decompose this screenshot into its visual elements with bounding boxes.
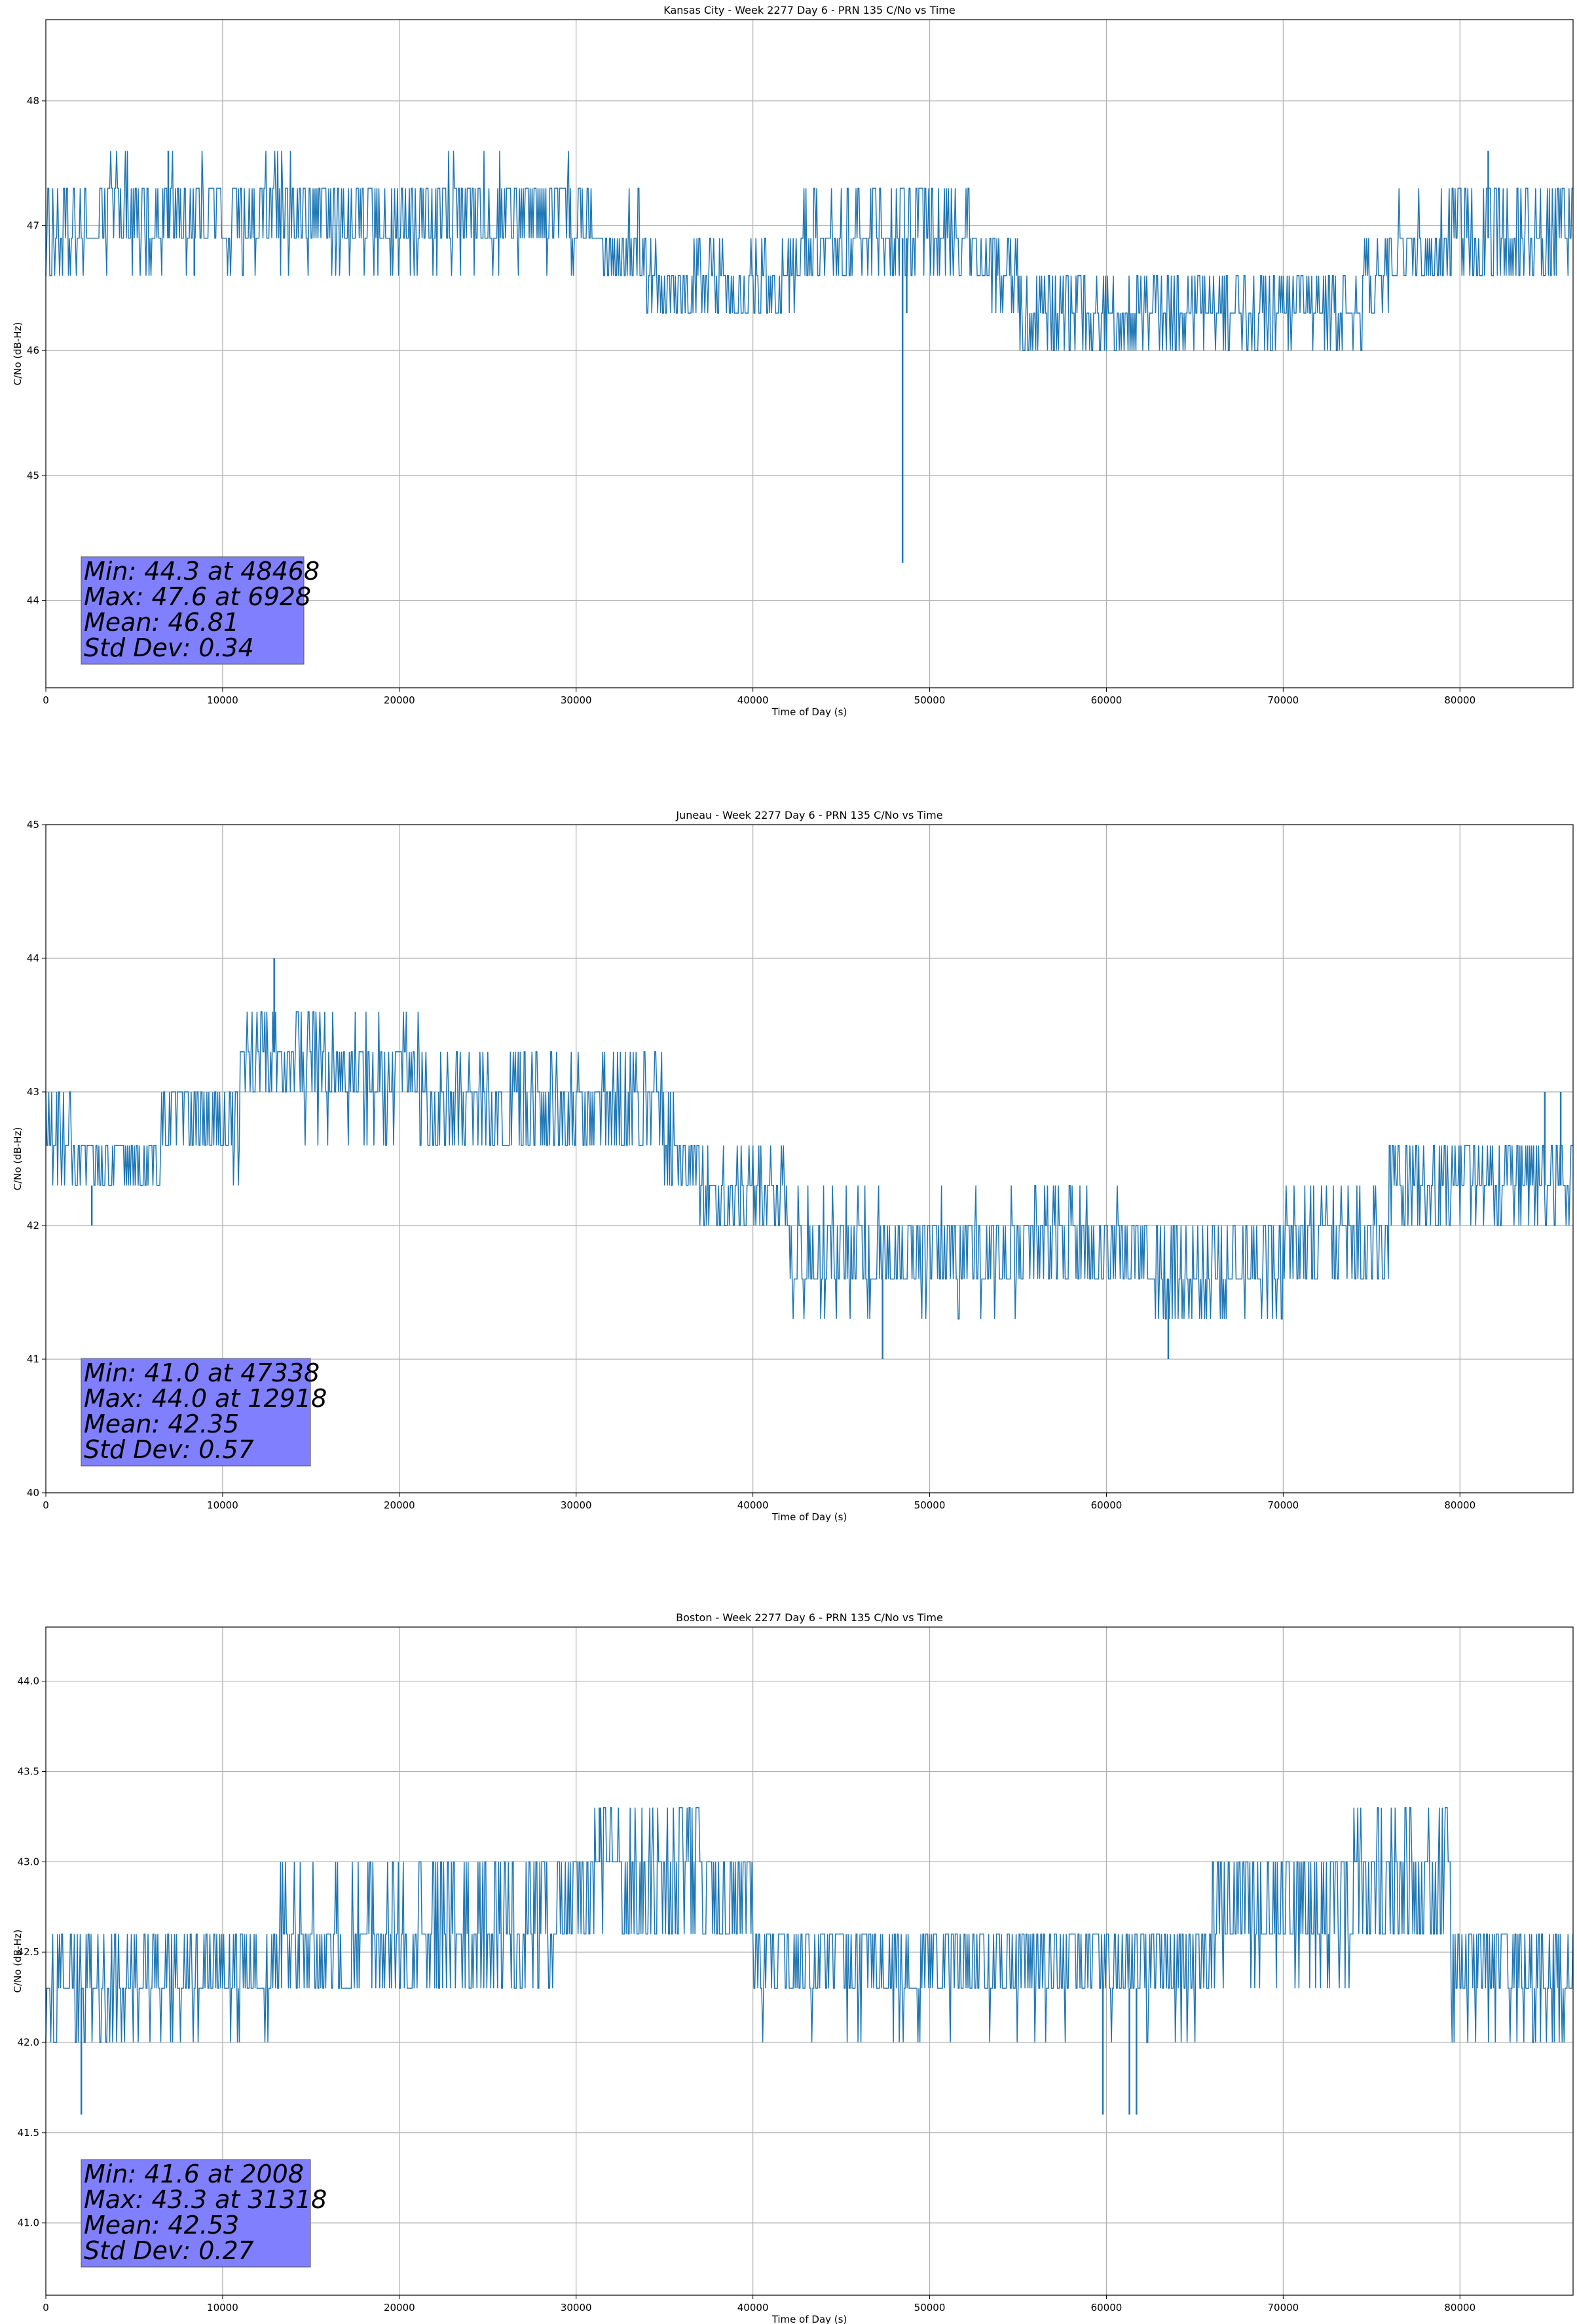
x-tick-label: 50000 [914, 2302, 946, 2314]
y-tick-label: 41 [27, 1353, 39, 1365]
panel-juneau: Juneau - Week 2277 Day 6 - PRN 135 C/No … [12, 809, 1574, 1523]
stats-mean: Mean: 42.35 [84, 1410, 239, 1438]
stats-min: Min: 41.0 at 47338 [84, 1359, 320, 1387]
stats-min: Min: 41.6 at 2008 [84, 2160, 304, 2188]
y-tick-label: 43 [27, 1086, 39, 1098]
stats-box-background [81, 2159, 311, 2268]
series-line [45, 1807, 1574, 2043]
y-tick-label: 46 [27, 345, 39, 356]
x-tick-label: 0 [43, 1499, 49, 1511]
x-tick-label: 50000 [914, 694, 946, 706]
stats-max: Max: 47.6 at 6928 [84, 582, 311, 611]
y-tick-label: 43.0 [18, 1856, 39, 1867]
x-tick-label: 30000 [561, 2302, 592, 2314]
panel-title: Boston - Week 2277 Day 6 - PRN 135 C/No … [676, 1611, 943, 1624]
x-tick-label: 60000 [1091, 2302, 1122, 2314]
stats-std-dev: Std Dev: 0.34 [84, 633, 254, 662]
y-tick-label: 42.0 [18, 2036, 39, 2048]
y-axis-label: C/No (dB-Hz) [12, 1127, 24, 1191]
y-tick-label: 45 [27, 819, 39, 831]
x-axis-label: Time of Day (s) [771, 2314, 847, 2324]
panel-title: Juneau - Week 2277 Day 6 - PRN 135 C/No … [675, 809, 942, 821]
y-tick-label: 44 [27, 595, 39, 607]
y-tick-label: 47 [27, 220, 39, 232]
y-tick-label: 40 [27, 1487, 39, 1499]
y-tick-label: 41.0 [18, 2217, 39, 2229]
y-axis-label: C/No (dB-Hz) [12, 1930, 24, 1993]
plot-area [45, 151, 1573, 351]
panel-boston: Boston - Week 2277 Day 6 - PRN 135 C/No … [12, 1611, 1574, 2324]
x-tick-label: 60000 [1091, 1499, 1122, 1511]
spikes [90, 958, 1562, 1359]
x-tick-label: 60000 [1091, 694, 1122, 706]
axes-frame [45, 1626, 1574, 2296]
x-tick-label: 70000 [1267, 694, 1299, 706]
series-line [45, 1011, 1573, 1320]
x-tick-label: 30000 [561, 694, 592, 706]
x-tick-label: 10000 [207, 2302, 238, 2314]
stats-max: Max: 43.3 at 31318 [84, 2185, 327, 2214]
stats-box: Min: 44.3 at 48468 Max: 47.6 at 6928 Mea… [81, 556, 320, 665]
x-tick-label: 70000 [1267, 1499, 1299, 1511]
x-tick-label: 20000 [384, 694, 415, 706]
y-tick-label: 41.5 [18, 2127, 39, 2139]
x-tick-label: 40000 [737, 1499, 769, 1511]
stats-box: Min: 41.6 at 2008 Max: 43.3 at 31318 Mea… [81, 2159, 327, 2268]
ticks: 0 10000 20000 30000 40000 50000 60000 70000 8000… [27, 95, 1475, 706]
plot-area [45, 1807, 1574, 2043]
x-tick-label: 50000 [914, 1499, 946, 1511]
ticks: 0 10000 20000 30000 40000 50000 60000 70000 8000… [18, 1676, 1476, 2314]
stats-mean: Mean: 42.53 [84, 2211, 239, 2240]
plot-area [45, 1011, 1573, 1320]
y-tick-label: 43.5 [18, 1766, 39, 1778]
panel-kansas-city: Kansas City - Week 2277 Day 6 - PRN 135 … [12, 4, 1574, 718]
spikes [167, 151, 1489, 563]
axes-frame [45, 824, 1574, 1493]
x-axis-label: Time of Day (s) [771, 1511, 847, 1523]
y-tick-label: 48 [27, 95, 39, 107]
x-tick-label: 30000 [561, 1499, 592, 1511]
x-tick-label: 80000 [1444, 1499, 1475, 1511]
y-tick-label: 45 [27, 470, 39, 481]
ticks: 0 10000 20000 30000 40000 50000 60000 70000 8000… [27, 819, 1475, 1511]
series-line [45, 151, 1573, 351]
spikes [80, 1807, 1138, 2115]
x-tick-label: 0 [43, 694, 49, 706]
axes-frame [45, 19, 1574, 688]
stats-max: Max: 44.0 at 12918 [84, 1384, 327, 1413]
y-tick-label: 44 [27, 952, 39, 964]
stats-std-dev: Std Dev: 0.27 [84, 2236, 254, 2265]
x-tick-label: 20000 [384, 2302, 415, 2314]
y-tick-label: 42 [27, 1220, 39, 1231]
y-axis-label: C/No (dB-Hz) [12, 322, 24, 386]
x-tick-label: 80000 [1444, 694, 1475, 706]
x-tick-label: 10000 [207, 1499, 238, 1511]
y-tick-label: 42.5 [18, 1946, 39, 1958]
x-tick-label: 10000 [207, 694, 238, 706]
x-tick-label: 0 [43, 2302, 49, 2314]
x-tick-label: 20000 [384, 1499, 415, 1511]
y-tick-label: 44.0 [18, 1676, 39, 1687]
x-axis-label: Time of Day (s) [771, 706, 847, 718]
stats-std-dev: Std Dev: 0.57 [84, 1435, 254, 1464]
panel-title: Kansas City - Week 2277 Day 6 - PRN 135 … [663, 4, 955, 16]
x-tick-label: 40000 [737, 2302, 769, 2314]
x-tick-label: 80000 [1444, 2302, 1475, 2314]
stats-box-background [81, 1358, 311, 1467]
stats-box: Min: 41.0 at 47338 Max: 44.0 at 12918 Me… [81, 1358, 327, 1467]
stats-mean: Mean: 46.81 [84, 608, 239, 637]
stats-min: Min: 44.3 at 48468 [84, 557, 320, 586]
x-tick-label: 70000 [1267, 2302, 1299, 2314]
x-tick-label: 40000 [737, 694, 769, 706]
stats-box-background [81, 556, 305, 665]
